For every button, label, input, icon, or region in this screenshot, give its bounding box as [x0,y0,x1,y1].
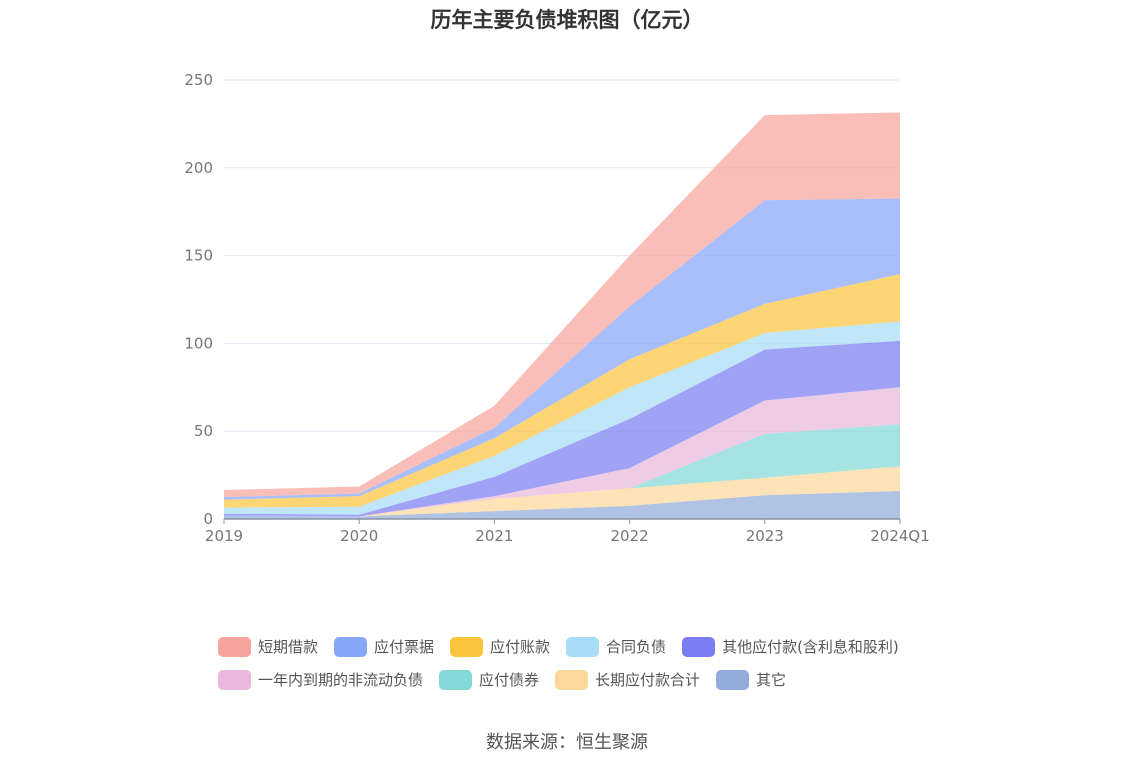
x-tick-label: 2024Q1 [870,527,930,545]
area-series-应付账款[interactable] [224,274,900,508]
legend-swatch [682,636,716,657]
y-tick-label: 100 [184,334,213,352]
y-tick-label: 50 [194,422,213,440]
legend-row-2: 一年内到期的非流动负债 应付债券 长期应付款合计 其它 [218,663,938,696]
data-source-note: 数据来源：恒生聚源 [486,732,648,753]
area-series-其他应付款(含利息和股利)[interactable] [224,340,900,517]
legend-swatch [716,669,750,690]
legend: 短期借款 应付票据 应付账款 合同负债 其他应付款(含利息和股利) 一年内到期的非流动负… [218,630,938,696]
x-tick-label: 2019 [205,527,243,545]
area-series [224,112,900,519]
legend-label: 其他应付款(含利息和股利) [722,638,899,656]
legend-item[interactable]: 应付账款 [450,636,550,657]
y-tick-label: 150 [184,247,213,265]
x-tick-label: 2022 [611,527,649,545]
stacked-area-chart: 0 50 100 150 200 250 2019 2020 2021 2022 2023 2024Q… [184,71,929,545]
y-tick-label: 200 [184,159,213,177]
legend-item[interactable]: 长期应付款合计 [555,669,700,690]
legend-label: 短期借款 [258,638,319,656]
legend-swatch [439,669,473,690]
area-series-一年内到期的非流动负债[interactable] [224,387,900,517]
y-tick-label: 0 [203,510,213,528]
area-series-长期应付款合计[interactable] [224,466,900,517]
x-tick-label: 2023 [746,527,784,545]
legend-label: 一年内到期的非流动负债 [258,671,424,689]
chart-title: 历年主要负债堆积图（亿元） [430,8,704,32]
legend-label: 应付票据 [374,638,435,656]
legend-label: 合同负债 [606,638,667,656]
legend-swatch [566,636,600,657]
legend-row-1: 短期借款 应付票据 应付账款 合同负债 其他应付款(含利息和股利) [218,630,938,663]
legend-swatch [218,669,251,690]
legend-label: 其它 [756,671,787,689]
legend-item[interactable]: 一年内到期的非流动负债 [218,669,423,690]
legend-swatch [334,636,368,657]
area-series-其它[interactable] [224,490,900,519]
legend-swatch [218,636,251,657]
y-tick-label: 250 [184,71,213,89]
x-tick-label: 2021 [475,527,513,545]
legend-swatch [450,636,484,657]
area-series-应付债券[interactable] [224,424,900,517]
legend-label: 长期应付款合计 [595,671,701,689]
legend-swatch [555,669,589,690]
legend-item[interactable]: 应付债券 [439,669,539,690]
legend-item[interactable]: 其它 [716,669,786,690]
axes: 0 50 100 150 200 250 2019 2020 2021 2022 2023 2024Q… [184,71,929,545]
legend-item[interactable]: 短期借款 [218,636,318,657]
legend-label: 应付债券 [479,671,540,689]
legend-item[interactable]: 其他应付款(含利息和股利) [682,636,899,657]
legend-item[interactable]: 应付票据 [334,636,434,657]
legend-item[interactable]: 合同负债 [566,636,666,657]
area-series-应付票据[interactable] [224,198,900,500]
area-series-合同负债[interactable] [224,321,900,515]
legend-label: 应付账款 [490,638,551,656]
area-series-短期借款[interactable] [224,112,900,498]
x-tick-label: 2020 [340,527,378,545]
